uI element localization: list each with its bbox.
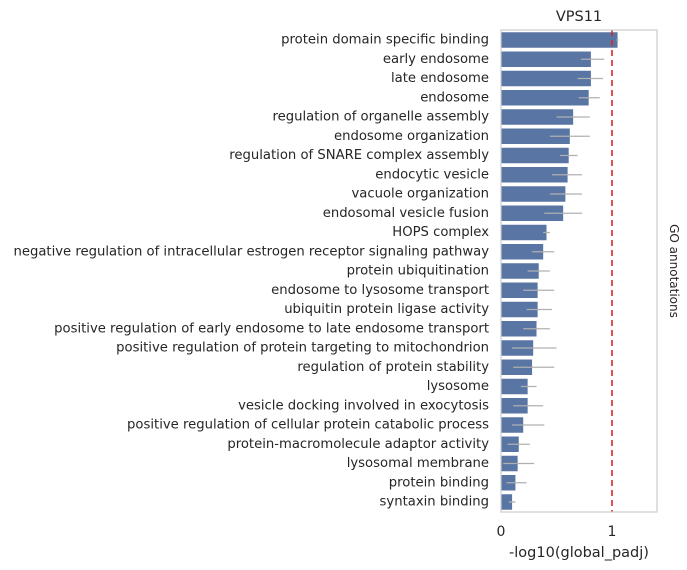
category-labels: protein domain specific binding early end… — [13, 33, 489, 510]
bar — [501, 128, 570, 144]
chart-title: VPS11 — [556, 9, 602, 25]
x-tick-label: 1 — [608, 524, 617, 540]
category-label: protein ubiquitination — [347, 264, 489, 279]
category-label: regulation of organelle assembly — [272, 110, 489, 125]
category-label: vesicle docking involved in exocytosis — [238, 398, 489, 413]
bar — [501, 378, 528, 395]
category-label: protein-macromolecule adaptor activity — [227, 437, 489, 452]
bar — [501, 51, 591, 67]
category-label: HOPS complex — [392, 225, 489, 240]
category-label: lysosomal membrane — [347, 456, 489, 471]
bar — [501, 282, 538, 298]
category-label: ubiquitin protein ligase activity — [284, 302, 489, 317]
category-label: positive regulation of early endosome to… — [54, 321, 489, 336]
category-label: endocytic vesicle — [375, 167, 489, 182]
category-label: regulation of protein stability — [297, 360, 489, 375]
bar — [501, 263, 539, 279]
category-label: negative regulation of intracellular est… — [13, 244, 489, 259]
category-label: lysosome — [427, 379, 489, 394]
bar — [501, 109, 574, 125]
category-label: protein binding — [389, 475, 489, 490]
x-axis-label: -log10(global_padj) — [509, 545, 649, 561]
category-label: endosome organization — [334, 129, 489, 144]
category-label: vacuole organization — [351, 187, 489, 202]
bar — [501, 147, 569, 164]
bar — [501, 90, 589, 106]
bar — [501, 70, 591, 87]
category-label: positive regulation of protein targeting… — [116, 341, 489, 356]
bar — [501, 205, 564, 221]
plot-frame — [500, 29, 658, 513]
category-label: early endosome — [383, 52, 489, 67]
category-label: endosome — [420, 90, 489, 105]
bar — [501, 494, 513, 510]
category-label: regulation of SNARE complex assembly — [229, 148, 489, 163]
bar — [501, 301, 538, 318]
category-label: late endosome — [391, 71, 489, 86]
side-label: GO annotations — [667, 224, 681, 318]
category-label: endosomal vesicle fusion — [323, 206, 489, 221]
bar — [501, 244, 544, 260]
category-label: endosome to lysosome transport — [271, 283, 489, 298]
bar — [501, 321, 537, 337]
bar — [501, 224, 547, 241]
error-bars-layer — [503, 39, 619, 503]
bars-layer — [501, 32, 618, 510]
bar — [501, 167, 568, 183]
bar — [501, 32, 618, 48]
category-label: positive regulation of cellular protein … — [127, 418, 489, 433]
category-label: syntaxin binding — [380, 495, 489, 510]
plot-area — [500, 29, 658, 513]
x-tick-label: 0 — [497, 524, 506, 540]
bar — [501, 186, 566, 202]
category-label: protein domain specific binding — [281, 33, 489, 48]
